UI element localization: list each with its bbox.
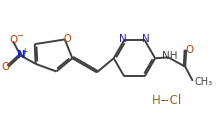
Text: H−Cl: H−Cl — [152, 94, 183, 107]
Text: O: O — [10, 35, 18, 45]
Text: N: N — [119, 34, 127, 44]
Text: N: N — [142, 34, 150, 44]
Text: O: O — [186, 45, 194, 55]
Text: N: N — [17, 50, 25, 60]
Text: CH₃: CH₃ — [195, 77, 213, 87]
Text: +: + — [22, 47, 28, 56]
Text: NH: NH — [162, 51, 178, 61]
Text: O: O — [64, 34, 71, 43]
Text: −: − — [16, 31, 23, 40]
Text: O: O — [1, 62, 9, 72]
